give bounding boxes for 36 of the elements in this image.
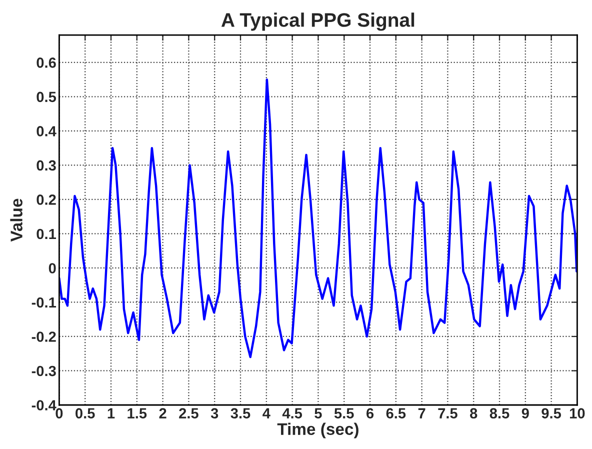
x-tick-label: 4.5 — [282, 408, 302, 418]
x-tick-label: 6.5 — [386, 408, 406, 418]
x-tick-label: 7.5 — [438, 408, 458, 418]
x-tick-label: 0.5 — [76, 408, 95, 418]
x-tick-label: 5 — [314, 408, 322, 418]
x-tick-label: 3.5 — [230, 408, 250, 419]
x-tick-label: 8.5 — [490, 408, 510, 418]
y-tick-label: -0.3 — [32, 366, 56, 376]
x-tick-label: 1 — [108, 408, 115, 418]
y-axis-title: Value — [10, 198, 22, 242]
x-tick-label: 7 — [418, 408, 426, 418]
x-tick-label: 3 — [210, 408, 218, 419]
chart-title: A Typical PPG Signal — [221, 12, 414, 31]
x-tick-label: 9.5 — [542, 408, 562, 418]
line-series — [59, 78, 578, 358]
x-tick-label: 0 — [56, 408, 63, 418]
y-tick-label: 0.4 — [36, 126, 56, 136]
y-tick-label: 0.5 — [36, 92, 56, 102]
x-tick-label: 4 — [262, 408, 270, 418]
x-tick-label: 9 — [522, 408, 529, 418]
x-tick-label: 6 — [366, 408, 374, 418]
x-tick-label: 2.5 — [179, 408, 198, 418]
y-tick-label: -0.2 — [32, 332, 56, 342]
y-tick-label: 0.3 — [36, 160, 56, 171]
y-tick-label: 0 — [48, 263, 56, 274]
x-tick-label: 5.5 — [334, 408, 354, 418]
y-tick-label: -0.4 — [32, 400, 56, 410]
y-tick-label: -0.1 — [32, 297, 56, 308]
x-tick-label: 8 — [470, 408, 478, 418]
y-tick-label: 0.1 — [36, 228, 56, 240]
y-tick-label: 0.2 — [36, 194, 56, 205]
x-axis-title: Time (sec) — [277, 422, 358, 438]
x-tick-label: 1.5 — [128, 408, 147, 418]
x-tick-label: 2 — [159, 408, 166, 418]
x-tick-label: 10 — [570, 408, 585, 418]
y-tick-label: 0.6 — [36, 58, 56, 68]
